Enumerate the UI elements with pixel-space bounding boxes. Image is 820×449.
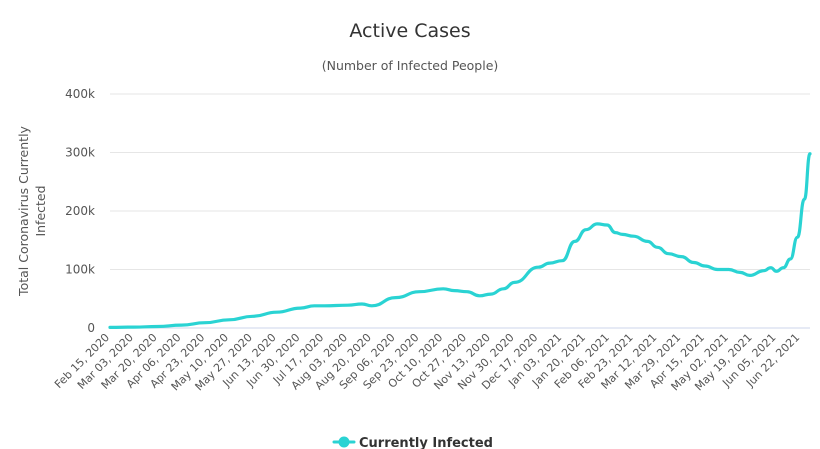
y-tick-label: 300k (65, 146, 95, 160)
y-tick-label: 100k (65, 263, 95, 277)
y-axis-label-line-2: Infected (33, 185, 48, 236)
grid-lines (110, 93, 810, 329)
y-tick-label: 0 (87, 321, 95, 335)
y-tick-label: 200k (65, 204, 95, 218)
chart-title: Active Cases (349, 20, 470, 42)
chart-subtitle: (Number of Infected People) (322, 58, 499, 73)
legend-item-currently-infected[interactable]: Currently Infected (359, 436, 493, 449)
y-axis-label-line-1: Total Coronavirus Currently (16, 125, 31, 296)
series-layer (108, 152, 812, 329)
legend[interactable]: Currently Infected (332, 436, 493, 449)
y-axis-ticks: 0 100k 200k 300k 400k (65, 87, 95, 335)
series-line-currently-infected[interactable] (108, 152, 812, 329)
legend-symbol-marker (338, 436, 350, 448)
y-tick-label: 400k (65, 87, 95, 101)
